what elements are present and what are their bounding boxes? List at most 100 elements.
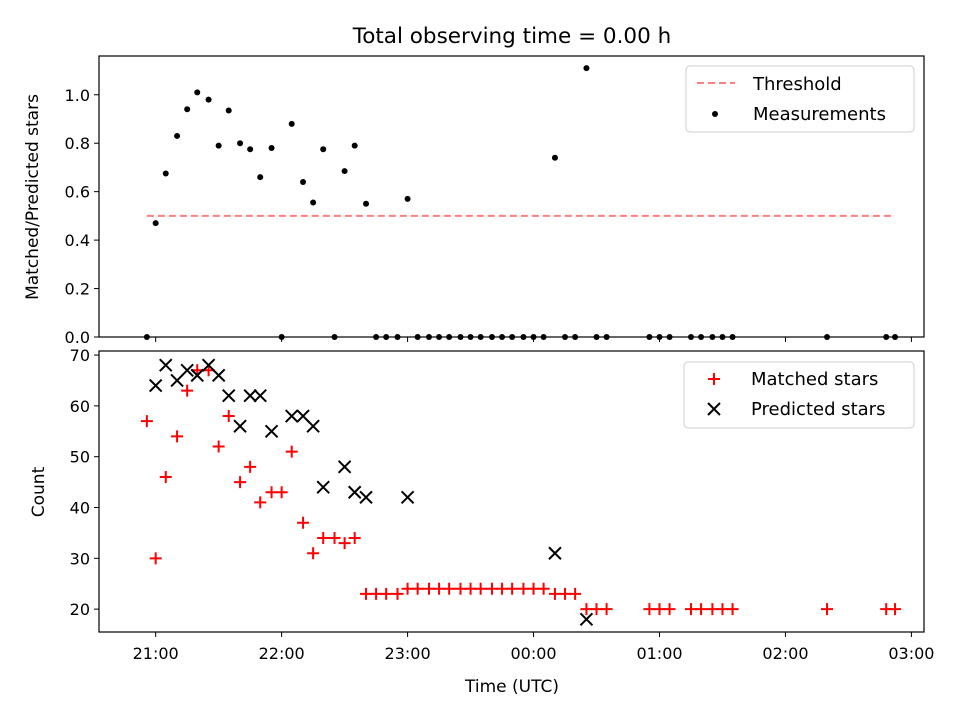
predicted-stars-point <box>347 485 362 499</box>
matched-stars-point <box>496 582 509 595</box>
predicted-stars-point <box>170 373 184 388</box>
predicted-stars-point <box>264 424 279 438</box>
matched-stars-point <box>433 582 446 595</box>
measurements-point <box>152 220 159 227</box>
bottom-xtick-label: 03:00 <box>888 644 934 663</box>
matched-stars-point <box>889 603 902 616</box>
bottom-ytick-label: 40 <box>70 499 90 518</box>
bottom-xlabel: Time (UTC) <box>464 677 559 697</box>
legend-measurements-swatch <box>712 111 718 117</box>
measurements-point <box>247 146 254 153</box>
matched-stars-point <box>454 582 467 595</box>
top-ylabel: Matched/Predicted stars <box>23 94 43 300</box>
measurements-point <box>194 89 201 96</box>
measurements-point <box>551 154 558 161</box>
top-ytick-label: 0.0 <box>65 328 90 347</box>
bottom-xtick-label: 22:00 <box>259 644 305 663</box>
measurements-point <box>257 174 264 181</box>
matched-stars-point <box>244 460 257 473</box>
matched-stars-point <box>328 531 341 544</box>
matched-stars-point <box>684 603 697 616</box>
matched-stars-point <box>464 582 477 595</box>
measurements-point <box>351 142 358 149</box>
predicted-stars-point <box>211 368 226 383</box>
measurements-point <box>268 145 275 152</box>
legend-threshold-label: Threshold <box>752 74 842 95</box>
matched-stars-point <box>537 582 550 595</box>
measurements-point <box>205 96 212 103</box>
predicted-stars-point <box>201 358 216 372</box>
predicted-stars-point <box>222 389 236 403</box>
matched-stars-point <box>380 587 393 600</box>
bottom-ytick-label: 20 <box>70 600 90 619</box>
bottom-xtick-label: 02:00 <box>762 644 808 663</box>
matched-stars-point <box>569 587 582 600</box>
matched-stars-point <box>695 603 708 616</box>
matched-stars-point <box>643 603 656 616</box>
matched-stars-point <box>254 496 267 509</box>
predicted-stars-point <box>579 612 594 627</box>
matched-stars-point <box>726 603 739 616</box>
legend-matched-label: Matched stars <box>751 369 878 390</box>
legend-predicted-label: Predicted stars <box>751 399 885 420</box>
predicted-stars-point <box>296 409 310 423</box>
matched-stars-point <box>485 582 498 595</box>
measurements-point <box>583 65 590 72</box>
predicted-stars-point <box>190 368 204 383</box>
bottom-ytick-label: 50 <box>70 448 90 467</box>
predicted-stars-point <box>233 419 247 433</box>
predicted-stars-point <box>148 378 163 393</box>
matched-stars-point <box>706 603 719 616</box>
bottom-legend: Matched stars Predicted stars <box>683 361 915 429</box>
matched-stars-point <box>548 587 561 600</box>
measurements-point <box>341 168 348 175</box>
top-legend-box <box>685 65 915 133</box>
predicted-stars-point <box>548 546 562 560</box>
matched-stars-point <box>474 582 487 595</box>
measurements-point <box>162 170 169 177</box>
matched-stars-point <box>181 384 194 397</box>
measurements-point <box>184 106 191 113</box>
matched-stars-point <box>411 582 424 595</box>
bottom-xtick-label: 23:00 <box>385 644 431 663</box>
matched-stars-point <box>600 603 613 616</box>
top-panel: 0.0 0.2 0.4 0.6 0.8 1.0 <box>65 55 925 347</box>
predicted-stars-point <box>400 490 415 505</box>
predicted-stars-point <box>306 419 320 433</box>
matched-stars-point <box>821 603 834 616</box>
matched-stars-point <box>348 531 361 544</box>
matched-stars-point <box>653 603 666 616</box>
predicted-stars-point <box>359 490 373 505</box>
matched-stars-point <box>443 582 456 595</box>
matched-stars-point <box>149 552 162 565</box>
matched-stars-point <box>297 516 310 529</box>
top-ytick-label: 0.4 <box>65 231 90 250</box>
matched-stars-point <box>716 603 729 616</box>
top-ytick-label: 0.6 <box>65 183 90 202</box>
measurements-point <box>320 146 327 153</box>
matched-stars-point <box>171 430 184 443</box>
bottom-xtick-label: 01:00 <box>636 644 682 663</box>
matched-stars-point <box>275 486 288 499</box>
bottom-xtick-label: 21:00 <box>133 644 179 663</box>
predicted-stars-point <box>316 480 330 494</box>
predicted-stars-point <box>285 409 299 423</box>
predicted-stars-point <box>180 363 194 378</box>
matched-stars-point <box>338 537 351 550</box>
matched-stars-point <box>423 582 435 595</box>
predicted-stars-point <box>337 460 352 474</box>
top-axes-frame <box>98 55 925 338</box>
matched-stars-point <box>663 603 676 616</box>
measurements-point <box>310 199 317 206</box>
measurements-point <box>215 142 222 149</box>
bottom-xtick-label: 00:00 <box>510 644 556 663</box>
matched-stars-point <box>517 582 530 595</box>
matched-stars-point <box>234 476 247 489</box>
bottom-ylabel: Count <box>29 466 49 517</box>
predicted-stars-point <box>253 389 267 403</box>
matched-stars-point <box>527 582 540 595</box>
bottom-panel: 20 30 40 50 60 70 21:00 22:00 23:00 00:00 01:00 02:… <box>70 346 935 663</box>
matched-stars-point <box>590 603 603 616</box>
legend-matched-swatch <box>708 373 720 385</box>
